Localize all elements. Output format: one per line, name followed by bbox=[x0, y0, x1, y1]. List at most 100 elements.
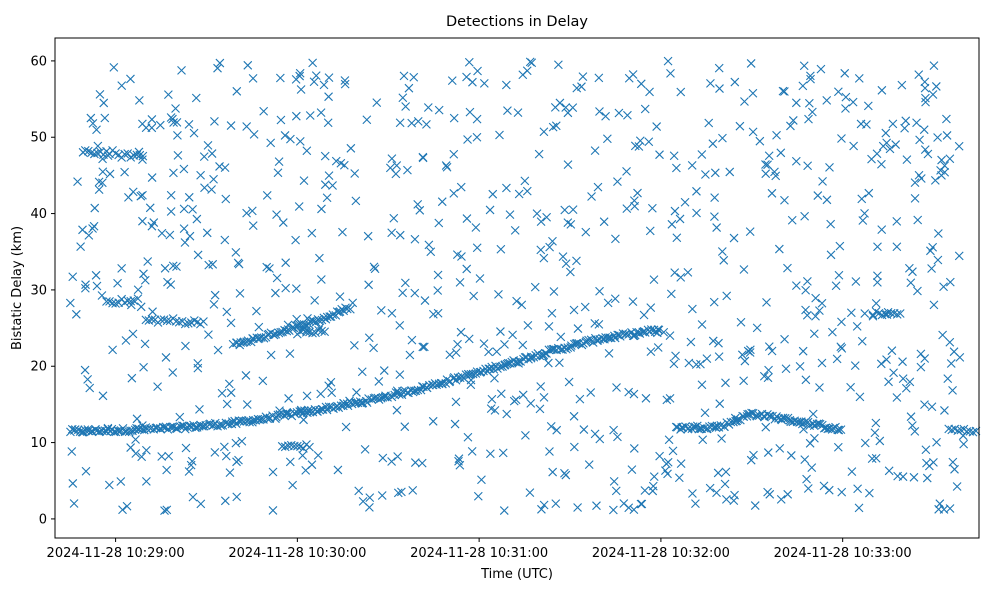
data-point bbox=[613, 330, 623, 340]
data-point bbox=[780, 334, 789, 344]
data-point bbox=[258, 376, 268, 386]
data-point bbox=[527, 58, 537, 68]
data-point bbox=[622, 166, 631, 176]
data-point bbox=[473, 491, 483, 501]
data-point bbox=[280, 442, 290, 452]
data-point bbox=[409, 72, 419, 82]
data-point bbox=[73, 177, 82, 187]
data-point bbox=[942, 131, 952, 140]
data-point bbox=[322, 193, 332, 203]
data-point bbox=[273, 168, 283, 178]
data-point bbox=[873, 277, 882, 287]
data-point bbox=[864, 488, 874, 498]
data-point bbox=[363, 231, 373, 241]
data-point bbox=[65, 298, 75, 308]
data-point bbox=[518, 70, 528, 80]
data-point bbox=[578, 72, 588, 81]
data-point bbox=[804, 98, 814, 108]
data-point bbox=[849, 141, 859, 151]
data-point bbox=[120, 149, 130, 159]
data-point bbox=[132, 414, 142, 424]
data-point bbox=[109, 62, 119, 72]
data-point bbox=[919, 125, 929, 135]
data-point bbox=[410, 458, 420, 467]
data-point bbox=[209, 299, 219, 309]
data-point bbox=[698, 435, 708, 445]
data-point bbox=[666, 68, 675, 78]
data-point bbox=[618, 329, 628, 338]
data-point bbox=[149, 218, 159, 227]
data-point bbox=[940, 167, 950, 177]
data-point bbox=[120, 427, 130, 437]
data-point bbox=[523, 320, 533, 330]
data-point bbox=[858, 216, 868, 225]
data-point bbox=[871, 418, 881, 428]
data-point bbox=[882, 310, 892, 319]
data-point bbox=[193, 358, 203, 368]
data-point bbox=[265, 264, 274, 273]
data-point bbox=[808, 409, 818, 419]
data-point bbox=[613, 177, 622, 186]
data-point bbox=[485, 205, 495, 215]
data-point bbox=[730, 413, 740, 423]
data-point bbox=[354, 486, 364, 496]
data-point bbox=[508, 330, 517, 340]
data-point bbox=[791, 156, 801, 166]
data-point bbox=[748, 127, 758, 137]
data-point bbox=[901, 383, 911, 393]
y-tick-label: 60 bbox=[30, 54, 47, 69]
data-point bbox=[708, 336, 718, 346]
data-point bbox=[401, 102, 411, 111]
data-point bbox=[319, 80, 329, 90]
data-point bbox=[675, 214, 685, 224]
data-point bbox=[892, 242, 902, 252]
data-point bbox=[929, 457, 938, 467]
data-point bbox=[222, 307, 232, 317]
data-point bbox=[80, 283, 90, 293]
data-point bbox=[952, 482, 962, 491]
data-point bbox=[278, 218, 288, 227]
data-point bbox=[730, 490, 739, 500]
data-point bbox=[235, 416, 245, 426]
data-point bbox=[840, 68, 850, 78]
data-point bbox=[377, 491, 387, 500]
data-point bbox=[340, 79, 350, 89]
data-point bbox=[162, 505, 172, 515]
data-point bbox=[882, 138, 892, 148]
data-point bbox=[881, 128, 891, 138]
data-point bbox=[467, 446, 477, 456]
data-point bbox=[320, 180, 330, 190]
data-point bbox=[69, 499, 79, 508]
data-point bbox=[188, 492, 198, 502]
data-point bbox=[217, 388, 227, 398]
data-point bbox=[174, 317, 184, 327]
data-point bbox=[546, 421, 556, 431]
data-point bbox=[510, 226, 520, 235]
data-point bbox=[701, 170, 710, 179]
data-point bbox=[339, 398, 348, 408]
data-point bbox=[709, 297, 719, 307]
data-point bbox=[958, 431, 968, 441]
data-point bbox=[285, 349, 295, 359]
data-point bbox=[629, 331, 639, 341]
data-point bbox=[81, 466, 91, 476]
data-point bbox=[828, 327, 837, 337]
data-point bbox=[837, 343, 847, 353]
data-point bbox=[536, 382, 546, 391]
data-point bbox=[97, 178, 107, 188]
data-point bbox=[763, 373, 773, 383]
data-point bbox=[850, 361, 860, 370]
data-point bbox=[316, 108, 326, 117]
data-point bbox=[166, 207, 176, 216]
data-point bbox=[232, 492, 242, 502]
data-point bbox=[280, 131, 290, 140]
data-point bbox=[387, 457, 397, 466]
data-point bbox=[121, 336, 131, 345]
data-point bbox=[204, 330, 213, 339]
data-point bbox=[140, 339, 150, 349]
data-point bbox=[805, 438, 815, 448]
data-point bbox=[897, 80, 907, 90]
data-point bbox=[763, 448, 773, 457]
data-point bbox=[595, 434, 605, 444]
data-point bbox=[133, 294, 143, 303]
